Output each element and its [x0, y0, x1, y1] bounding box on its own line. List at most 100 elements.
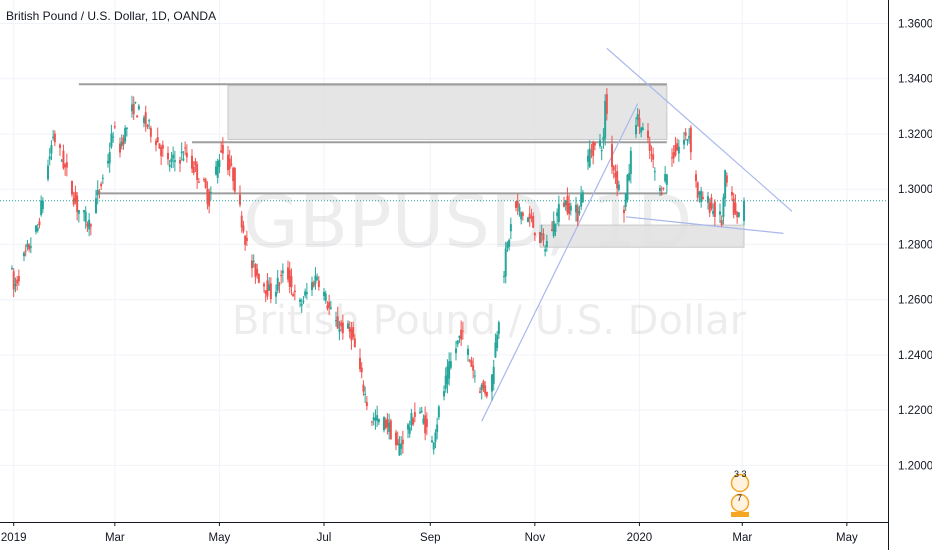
y-tick-label: 1.30000 — [898, 184, 932, 196]
candle-body — [554, 223, 557, 232]
candle — [431, 435, 433, 443]
candle — [158, 143, 161, 149]
candle-body — [257, 273, 260, 283]
candle — [209, 186, 212, 201]
candle-body — [480, 384, 483, 391]
candle-body — [192, 166, 195, 173]
y-tick-label: 1.22000 — [898, 405, 932, 417]
event-badge-flags-icon[interactable] — [730, 493, 750, 513]
candle — [328, 294, 331, 315]
candle — [239, 185, 241, 208]
candle — [110, 124, 113, 149]
y-tick-label: 1.20000 — [898, 460, 932, 472]
candle — [299, 297, 301, 308]
candle-body — [527, 217, 529, 223]
candle — [449, 352, 452, 370]
candle-body — [611, 144, 613, 167]
candle — [569, 202, 572, 216]
candle-body — [420, 411, 423, 413]
candle — [338, 320, 341, 341]
candle — [629, 146, 632, 184]
event-badges[interactable]: 3 3 7 — [730, 469, 750, 517]
candle-body — [556, 212, 559, 217]
candle-body — [578, 211, 581, 214]
candle — [614, 164, 617, 185]
candle-body — [300, 303, 303, 306]
candle-body — [60, 160, 63, 162]
candle-body — [569, 206, 572, 211]
candle — [72, 191, 75, 207]
watermark-name: British Pound / U.S. Dollar — [232, 298, 747, 344]
candle — [191, 149, 193, 173]
y-tick-label: 1.34000 — [898, 74, 932, 86]
candle — [95, 189, 97, 214]
candle-body — [671, 157, 673, 159]
candle-body — [616, 170, 619, 189]
candle — [132, 96, 135, 121]
candle-body — [683, 139, 685, 145]
candle-body — [72, 197, 75, 205]
candle-body — [41, 200, 44, 210]
candle — [628, 163, 631, 182]
candle-body — [552, 220, 555, 237]
candle-body — [239, 194, 241, 205]
candle — [544, 244, 547, 257]
candle — [686, 138, 689, 146]
candle-body — [533, 232, 536, 236]
candle — [47, 159, 49, 182]
candle-body — [316, 277, 319, 280]
candle — [388, 413, 391, 440]
candle-body — [532, 215, 535, 228]
candle — [62, 144, 65, 170]
event-badge-flags-icon[interactable] — [730, 473, 750, 493]
candle-body — [336, 316, 339, 329]
candle — [38, 217, 41, 229]
candle-body — [167, 152, 169, 160]
candle-body — [437, 406, 440, 418]
candle-body — [542, 233, 545, 241]
candle-body — [221, 144, 224, 154]
candle — [232, 166, 235, 191]
x-tick-label: Mar — [732, 532, 752, 544]
candle — [293, 284, 296, 301]
candle — [400, 436, 403, 456]
candle-body — [120, 141, 123, 146]
candle — [107, 153, 109, 168]
candle-body — [518, 206, 521, 212]
candle — [724, 169, 727, 207]
candle — [734, 194, 737, 216]
candle-body — [62, 150, 65, 169]
candle-body — [220, 150, 223, 153]
candle — [552, 211, 555, 238]
candle-body — [722, 197, 725, 217]
candle — [96, 180, 99, 205]
candle — [556, 208, 559, 225]
candle-body — [275, 291, 277, 297]
candle-body — [53, 133, 56, 143]
candle-body — [629, 150, 632, 174]
candle — [611, 135, 613, 174]
candle-body — [712, 210, 715, 215]
candle-body — [112, 136, 115, 138]
candle — [377, 418, 380, 425]
candle — [588, 140, 591, 169]
event-badge-base — [731, 512, 749, 517]
candle — [539, 231, 541, 244]
candle — [36, 223, 39, 233]
candle-body — [302, 300, 305, 302]
candle-body — [503, 275, 505, 278]
candle-body — [100, 183, 103, 187]
candle — [203, 177, 205, 183]
candle-body — [269, 283, 272, 300]
candle — [208, 188, 211, 214]
candle-body — [311, 282, 313, 290]
candle — [60, 158, 63, 162]
candle — [263, 281, 265, 293]
candle — [89, 223, 92, 236]
candle — [638, 109, 641, 135]
candle — [314, 267, 317, 290]
candle-body — [557, 204, 560, 222]
candle-body — [436, 424, 439, 433]
